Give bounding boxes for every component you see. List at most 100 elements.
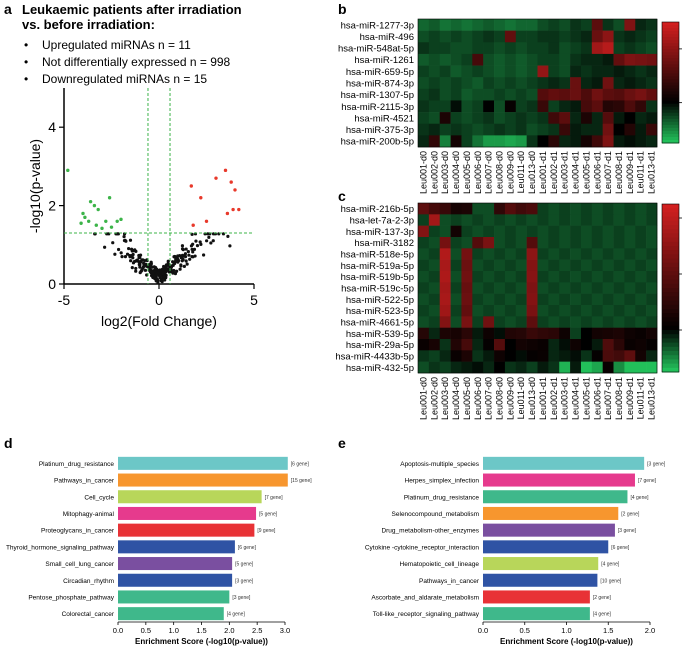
heatmap-cell [450,350,462,362]
heatmap-cell [635,123,647,136]
colorbar-segment [662,118,679,123]
x-tick-label: 0.0 [478,626,488,635]
heatmap-cell [439,361,451,374]
upregulated-point [214,176,218,180]
heatmap-cell [559,225,571,238]
heatmap-cell [646,203,658,215]
heatmap-cell [548,225,560,238]
heatmap-cell [483,100,495,113]
heatmap-cell [624,327,636,340]
heatmap-cell [483,123,495,136]
colorbar-segment [662,46,679,50]
heatmap-cell [646,259,658,272]
panel-c: c hsa-miR-216b-5phsa-let-7a-2-3phsa-miR-… [335,188,682,420]
column-label: Leu007-d0 [484,151,494,194]
heatmap-cell [472,361,484,374]
heatmap-cell [537,88,549,101]
heatmap-cell [483,305,495,317]
heatmap-cell [515,203,527,215]
heatmap-cell [602,237,614,249]
heatmap-cell [635,42,647,55]
ns-point [111,241,115,245]
heatmap-cell [635,248,647,260]
heatmap-cell [570,123,582,136]
heatmap-cell [461,271,473,283]
ns-point [145,273,149,277]
heatmap-cell [602,112,614,125]
ns-point [166,259,170,263]
heatmap-cell [537,123,549,136]
colorbar-segment [662,229,679,234]
heatmap-cell [461,237,473,249]
ns-point [132,249,136,253]
heatmap-cell [580,339,593,351]
column-label: Leu001-d0 [418,377,428,420]
downregulated-point [87,219,91,223]
heatmap-cell [602,214,614,226]
heatmap-cell [613,305,625,317]
heatmap-cell [461,123,473,136]
bullet-upregulated: Upregulated miRNAs n = 11 [42,38,191,52]
heatmap-cell [504,305,517,317]
heatmap-cell [548,259,560,272]
heatmap-cell [646,237,658,249]
heatmap-cell [591,361,603,374]
row-label: hsa-miR-432-5p [346,363,414,374]
ns-point [198,240,202,244]
heatmap-cell [570,327,582,340]
heatmap-cell [526,30,538,43]
not-significant-points [93,232,232,285]
heatmap-cell [537,271,549,283]
heatmap-cell [418,316,430,328]
heatmap-cell [624,361,636,374]
bar [483,523,615,537]
ns-point [138,270,142,275]
heatmap-cell [450,30,462,43]
heatmap-cell [461,135,473,148]
heatmap-cell [559,42,571,55]
row-label: hsa-miR-548at-5p [338,44,414,55]
heatmap-cell [624,77,636,90]
heatmap-cell [483,316,495,328]
bullet-not-differential: Not differentially expressed n = 998 [42,55,231,69]
heatmap-cell [591,19,603,31]
heatmap-cell [439,316,451,328]
downregulated-point [81,211,85,216]
heatmap-cell [428,65,441,78]
bar [483,456,645,470]
heatmap-cell [418,203,430,215]
heatmap-cell [526,248,538,260]
heatmap-cell [570,135,582,148]
colorbar-segment [662,103,679,108]
heatmap-cell [461,339,473,351]
colorbar-segment [662,334,679,339]
heatmap-cell [624,53,636,66]
ns-point [182,264,186,268]
colorbar-segment [662,61,679,65]
heatmap-cell [461,225,473,238]
ns-point [174,259,178,263]
heatmap-cell [591,214,603,226]
panel-b-letter: b [338,1,347,17]
ns-point [177,258,181,263]
heatmap-cell [515,88,527,101]
heatmap-cell [591,65,603,78]
heatmap-cell [483,77,495,90]
column-label: Leu003-d1 [560,377,570,420]
column-label: Leu005-d1 [581,377,591,420]
heatmap-cell [635,19,647,31]
heatmap-cell [602,30,614,43]
heatmap-cell [515,305,527,317]
heatmap-cell [613,123,625,136]
heatmap-cell [580,259,593,272]
heatmap-cell [591,53,603,66]
column-label: Leu007-d0 [484,377,494,420]
heatmap-cell [461,305,473,317]
heatmap-cell [570,282,582,294]
ns-point [166,261,170,266]
heatmap-cell [526,327,538,340]
x-tick-label: 1.0 [168,626,178,635]
heatmap-cell [613,203,625,215]
row-label: hsa-miR-2115-3p [341,102,414,113]
panel-a-title-line2: vs. before irradiation: [22,17,155,32]
